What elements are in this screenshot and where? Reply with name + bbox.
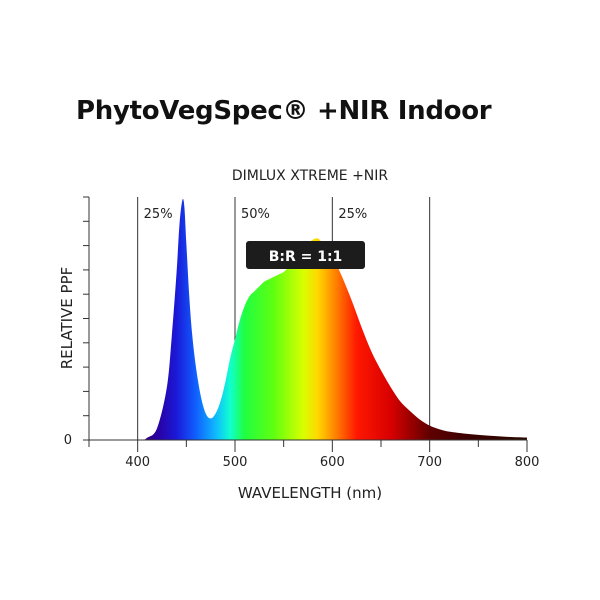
x-tick-label: 400 xyxy=(125,455,150,470)
x-tick-label: 600 xyxy=(320,455,345,470)
ratio-annotation-text: B:R = 1:1 xyxy=(269,249,343,265)
spectrum-area xyxy=(89,198,527,440)
x-tick-label: 700 xyxy=(417,455,442,470)
band-percentage-label: 25% xyxy=(338,207,367,222)
x-tick-label: 500 xyxy=(223,455,248,470)
x-tick-label: 800 xyxy=(515,455,540,470)
ratio-annotation: B:R = 1:1 xyxy=(246,241,365,269)
chart-title: DIMLUX XTREME +NIR xyxy=(232,168,389,184)
band-percentage-label: 25% xyxy=(144,207,173,222)
y-axis-label: RELATIVE PPF xyxy=(58,267,76,370)
band-percentage-label: 50% xyxy=(241,207,270,222)
ratio-annotation-box xyxy=(246,241,365,269)
y-tick-label: 0 xyxy=(64,433,72,448)
x-axis-label: WAVELENGTH (nm) xyxy=(238,484,382,502)
page-title: PhytoVegSpec® +NIR Indoor xyxy=(76,96,492,126)
